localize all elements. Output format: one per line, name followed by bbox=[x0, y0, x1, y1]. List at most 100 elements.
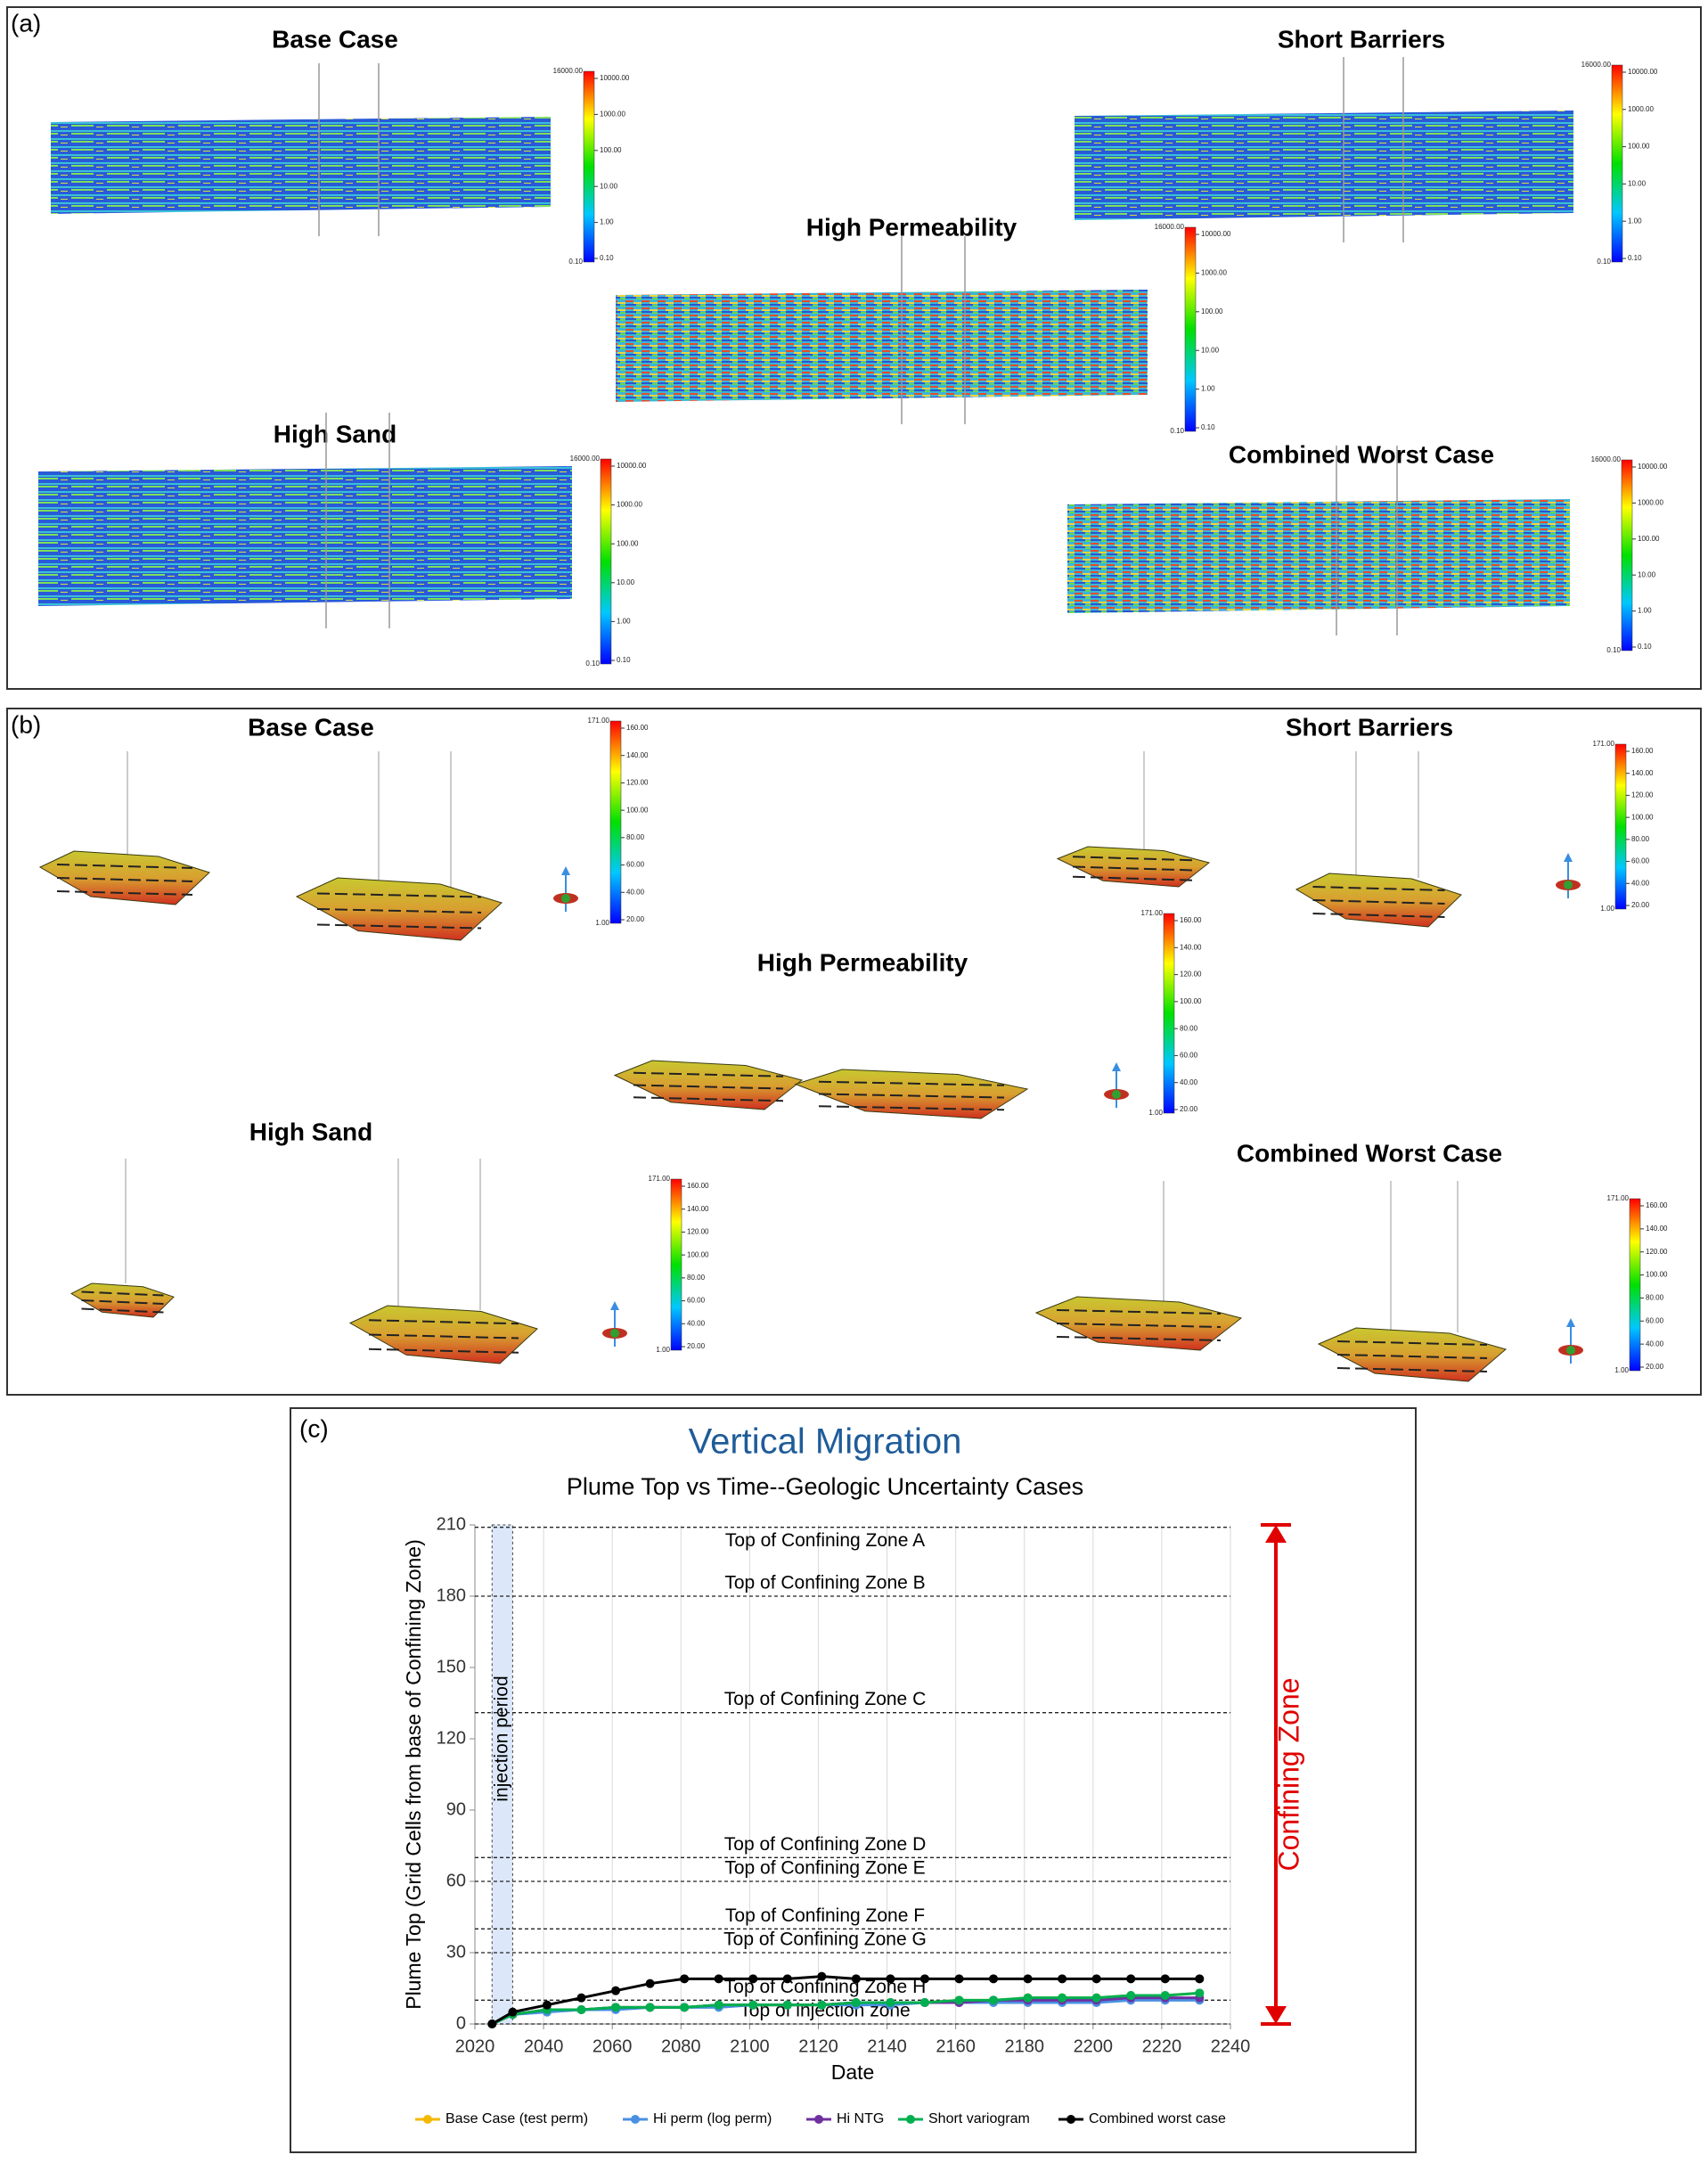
colorbar-tick-label: 40.00 bbox=[1180, 1078, 1198, 1086]
legend-marker bbox=[1066, 2115, 1075, 2124]
panel-c-frame bbox=[290, 1407, 1417, 2153]
x-tick-label: 2220 bbox=[1142, 2036, 1182, 2056]
data-point bbox=[680, 1974, 690, 1984]
colorbar-tick-label: 10.00 bbox=[617, 578, 635, 586]
data-point bbox=[954, 1974, 964, 1984]
colorbar-tick-label: 40.00 bbox=[1631, 879, 1650, 887]
colorbar-max-label: 171.00 bbox=[1141, 909, 1164, 917]
data-point bbox=[542, 2000, 552, 2010]
data-point bbox=[645, 1979, 655, 1988]
cross-section bbox=[1067, 499, 1570, 613]
colorbar bbox=[1184, 226, 1197, 432]
plume-layer bbox=[818, 1080, 1005, 1086]
colorbar bbox=[1621, 459, 1633, 651]
compass-arrow bbox=[610, 1301, 619, 1310]
colorbar-max-label: 16000.00 bbox=[570, 455, 601, 463]
colorbar bbox=[1163, 913, 1175, 1114]
plume bbox=[794, 1069, 1029, 1119]
x-tick-label: 2100 bbox=[730, 2036, 770, 2056]
colorbar-tick-label: 100.00 bbox=[1631, 813, 1654, 821]
data-point bbox=[782, 1974, 792, 1984]
y-tick-label: 30 bbox=[446, 1942, 466, 1962]
colorbar-tick-label: 120.00 bbox=[626, 779, 649, 787]
compass-center bbox=[561, 894, 570, 903]
legend-marker bbox=[814, 2115, 823, 2124]
colorbar-tick-label: 1.00 bbox=[617, 618, 631, 626]
plume-layer bbox=[1312, 886, 1445, 891]
x-tick-label: 2080 bbox=[661, 2036, 701, 2056]
y-tick-label: 90 bbox=[446, 1799, 466, 1819]
compass-center bbox=[1112, 1090, 1121, 1099]
compass-arrow bbox=[561, 866, 570, 875]
data-point bbox=[919, 1998, 929, 2007]
colorbar-tick-label: 120.00 bbox=[1631, 791, 1654, 799]
colorbar-max-label: 16000.00 bbox=[1155, 223, 1185, 231]
colorbar-tick-label: 20.00 bbox=[626, 915, 645, 923]
reference-label: Top of Confining Zone A bbox=[725, 1530, 925, 1551]
colorbar-tick-label: 10.00 bbox=[1201, 346, 1220, 354]
data-point bbox=[1126, 1974, 1136, 1984]
data-point bbox=[508, 2007, 518, 2017]
plume-layer bbox=[633, 1096, 784, 1102]
x-tick-label: 2240 bbox=[1211, 2036, 1251, 2056]
reference-label: Top of Confining Zone E bbox=[724, 1858, 925, 1879]
cross-section bbox=[1075, 111, 1573, 220]
compass-center bbox=[610, 1329, 619, 1338]
panel-title: Combined Worst Case bbox=[1237, 1139, 1502, 1167]
colorbar-min-label: 0.10 bbox=[1597, 258, 1611, 266]
cross-section bbox=[38, 466, 572, 606]
colorbar-min-label: 0.10 bbox=[1170, 427, 1184, 435]
colorbar-tick-label: 60.00 bbox=[626, 861, 645, 869]
y-tick-label: 120 bbox=[437, 1728, 466, 1748]
data-point bbox=[1195, 1974, 1205, 1984]
colorbar-tick-label: 140.00 bbox=[1646, 1225, 1668, 1233]
panel-title: High Permeability bbox=[757, 948, 968, 976]
data-point bbox=[1023, 1974, 1033, 1984]
colorbar-tick-label: 140.00 bbox=[1631, 769, 1654, 777]
colorbar-tick-label: 20.00 bbox=[1631, 901, 1650, 909]
plume-layer bbox=[56, 877, 193, 882]
legend-label: Base Case (test perm) bbox=[445, 2111, 588, 2126]
data-point bbox=[989, 1974, 999, 1984]
x-tick-label: 2060 bbox=[592, 2036, 633, 2056]
compass-arrow bbox=[1112, 1062, 1121, 1071]
panel-label: (a) bbox=[11, 9, 41, 37]
colorbar-tick-label: 100.00 bbox=[600, 146, 622, 154]
colorbar-tick-label: 0.10 bbox=[1628, 254, 1642, 262]
panel-title: High Sand bbox=[249, 1118, 372, 1145]
reference-label: Top of Confining Zone H bbox=[724, 1977, 926, 1997]
colorbar-tick-label: 1000.00 bbox=[617, 501, 642, 509]
colorbar-tick-label: 140.00 bbox=[626, 751, 649, 759]
data-point bbox=[1091, 1974, 1101, 1984]
data-point bbox=[954, 1995, 964, 2005]
plume-layer bbox=[316, 923, 482, 930]
compass-arrow bbox=[1566, 1318, 1575, 1327]
plume-layer bbox=[1072, 865, 1195, 872]
colorbar-min-label: 1.00 bbox=[656, 1346, 670, 1354]
colorbar-tick-label: 160.00 bbox=[687, 1182, 709, 1190]
plume-layer bbox=[316, 908, 482, 914]
colorbar-tick-label: 120.00 bbox=[1180, 971, 1202, 979]
plume-layer bbox=[1056, 1336, 1222, 1341]
colorbar-tick-label: 10.00 bbox=[1638, 570, 1656, 578]
colorbar-tick-label: 80.00 bbox=[1631, 835, 1650, 843]
colorbar bbox=[1629, 1198, 1641, 1372]
plume-layer bbox=[1056, 1323, 1222, 1328]
colorbar-tick-label: 100.00 bbox=[1180, 997, 1202, 1005]
colorbar-tick-label: 1.00 bbox=[1638, 607, 1652, 615]
cross-section bbox=[616, 290, 1148, 402]
colorbar-tick-label: 40.00 bbox=[687, 1319, 706, 1327]
plume-layer bbox=[316, 892, 482, 898]
legend-label: Combined worst case bbox=[1089, 2111, 1226, 2126]
plume-layer bbox=[81, 1307, 164, 1314]
data-point bbox=[680, 2003, 690, 2012]
data-point bbox=[817, 2000, 827, 2010]
colorbar-tick-label: 60.00 bbox=[1631, 857, 1650, 865]
reference-label: Top of Confining Zone C bbox=[724, 1689, 926, 1709]
panel-title: Base Case bbox=[272, 25, 398, 53]
reference-label: Top of Confining Zone D bbox=[724, 1834, 926, 1855]
x-tick-label: 2040 bbox=[524, 2036, 564, 2056]
data-point bbox=[1160, 1991, 1170, 2000]
x-tick-label: 2140 bbox=[867, 2036, 907, 2056]
